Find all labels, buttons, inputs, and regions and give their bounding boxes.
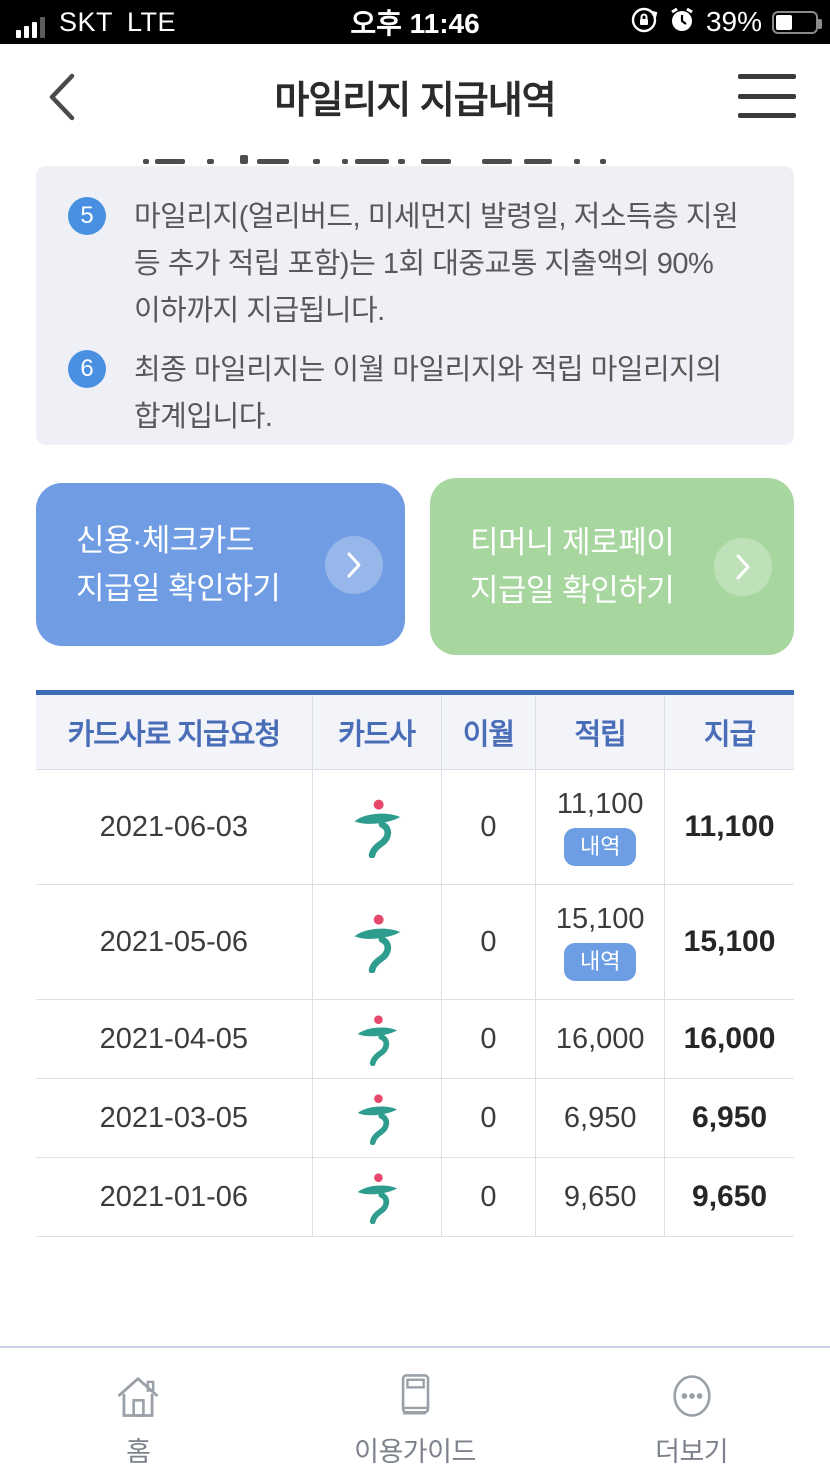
request-date: 2021-04-05 (36, 1000, 313, 1078)
nav-item-guide[interactable]: 이용가이드 (335, 1370, 495, 1469)
card-company-cell (313, 885, 442, 999)
paid-value: 6,950 (692, 1101, 768, 1134)
nav-item-home[interactable]: 홈 (58, 1370, 218, 1469)
more-circle-icon (673, 1375, 711, 1417)
network-label: LTE (127, 6, 177, 37)
table-body: 2021-06-03 0 11,100 내역 11,100 (36, 770, 794, 1237)
nav-label-guide: 이용가이드 (354, 1437, 476, 1467)
carryover-value: 0 (442, 1000, 537, 1078)
back-button[interactable] (42, 70, 86, 124)
chevron-right-icon (714, 537, 772, 596)
status-bar: SKT LTE 오후 11:46 39% (0, 0, 830, 44)
chevron-left-icon (49, 73, 75, 121)
number-badge: 6 (68, 350, 106, 388)
clipped-text-remnants (0, 155, 830, 169)
request-date: 2021-01-06 (36, 1158, 313, 1236)
carrier-label: SKT (59, 6, 114, 37)
signal-strength-icon (16, 16, 45, 38)
card-payday-button-label: 신용·체크카드 지급일 확인하기 (76, 522, 281, 606)
app-header: 마일리지 지급내역 (0, 44, 830, 148)
card-company-cell (313, 1079, 442, 1157)
card-company-cell (313, 1158, 442, 1236)
earned-value: 6,950 (536, 1079, 666, 1157)
earned-value: 15,100 (555, 902, 645, 935)
hana-card-logo-icon (357, 1094, 397, 1145)
detail-badge-button[interactable]: 내역 (563, 942, 637, 982)
nav-item-more[interactable]: 더보기 (612, 1370, 772, 1469)
earned-cell: 15,100 내역 (536, 885, 666, 999)
hana-card-logo-icon (354, 914, 400, 973)
tmoney-zeropay-button-label: 티머니 제로페이 지급일 확인하기 (470, 524, 675, 608)
table-header-row: 카드사로 지급요청 카드사 이월 적립 지급 (36, 695, 794, 770)
chevron-right-icon (325, 535, 383, 594)
col-header-paid: 지급 (703, 719, 756, 751)
card-payday-button[interactable]: 신용·체크카드 지급일 확인하기 (36, 483, 405, 646)
notice-item: 6 최종 마일리지는 이월 마일리지와 적립 마일리지의 합계입니다. (68, 347, 768, 441)
battery-icon (772, 10, 822, 34)
carryover-value: 0 (442, 1079, 537, 1157)
battery-percent-label: 39% (705, 6, 762, 37)
notice-item: 5 마일리지(얼리버드, 미세먼지 발령일, 저소득층 지원 등 추가 적립 포… (68, 194, 768, 335)
earned-cell: 11,100 내역 (536, 770, 666, 884)
carryover-value: 0 (442, 1158, 537, 1236)
hana-card-logo-icon (354, 799, 400, 858)
status-left: SKT LTE (0, 7, 176, 38)
alarm-icon (668, 6, 696, 39)
orientation-lock-icon (630, 6, 658, 39)
earned-value: 9,650 (536, 1158, 666, 1236)
guide-book-icon (401, 1374, 430, 1415)
notice-text: 최종 마일리지는 이월 마일리지와 적립 마일리지의 합계입니다. (134, 354, 722, 433)
earned-value: 16,000 (536, 1000, 666, 1078)
tmoney-zeropay-payday-button[interactable]: 티머니 제로페이 지급일 확인하기 (430, 478, 794, 655)
status-right: 39% (630, 6, 830, 39)
home-icon (117, 1377, 159, 1417)
table-row: 2021-04-05 0 16,000 16,000 (36, 1000, 794, 1079)
menu-button[interactable] (738, 74, 796, 118)
nav-label-more: 더보기 (655, 1437, 729, 1467)
mileage-payment-table: 카드사로 지급요청 카드사 이월 적립 지급 2021-06-03 0 (36, 690, 794, 1237)
nav-label-home: 홈 (126, 1437, 151, 1467)
earned-value: 11,100 (556, 787, 644, 820)
card-company-cell (313, 770, 442, 884)
paid-value: 11,100 (684, 810, 775, 843)
request-date: 2021-03-05 (36, 1079, 313, 1157)
hana-card-logo-icon (357, 1015, 397, 1066)
table-row: 2021-03-05 0 6,950 6,950 (36, 1079, 794, 1158)
table-row: 2021-06-03 0 11,100 내역 11,100 (36, 770, 794, 885)
carryover-value: 0 (442, 770, 537, 884)
card-company-cell (313, 1000, 442, 1078)
request-date: 2021-06-03 (36, 770, 313, 884)
detail-badge-button[interactable]: 내역 (563, 827, 637, 867)
paid-value: 16,000 (683, 1022, 776, 1055)
request-date: 2021-05-06 (36, 885, 313, 999)
table-row: 2021-01-06 0 9,650 9,650 (36, 1158, 794, 1237)
hana-card-logo-icon (357, 1173, 397, 1224)
carryover-value: 0 (442, 885, 537, 999)
paid-value: 15,100 (683, 925, 776, 958)
notice-text: 마일리지(얼리버드, 미세먼지 발령일, 저소득층 지원 등 추가 적립 포함)… (134, 201, 739, 327)
action-buttons: 신용·체크카드 지급일 확인하기 티머니 제로페이 지급일 확인하기 (36, 478, 794, 655)
col-header-request-date: 카드사로 지급요청 (36, 695, 313, 769)
paid-value: 9,650 (692, 1180, 768, 1213)
col-header-earned: 적립 (536, 695, 666, 769)
bottom-navigation: 홈 이용가이드 더보기 (0, 1346, 830, 1476)
table-row: 2021-05-06 0 15,100 내역 15,100 (36, 885, 794, 1000)
col-header-carryover: 이월 (442, 695, 537, 769)
page-title: 마일리지 지급내역 (274, 79, 556, 122)
number-badge: 5 (68, 197, 106, 235)
col-header-card-company: 카드사 (313, 695, 442, 769)
clock-label: 오후 11:46 (350, 8, 480, 39)
notice-box: 5 마일리지(얼리버드, 미세먼지 발령일, 저소득층 지원 등 추가 적립 포… (36, 166, 794, 445)
